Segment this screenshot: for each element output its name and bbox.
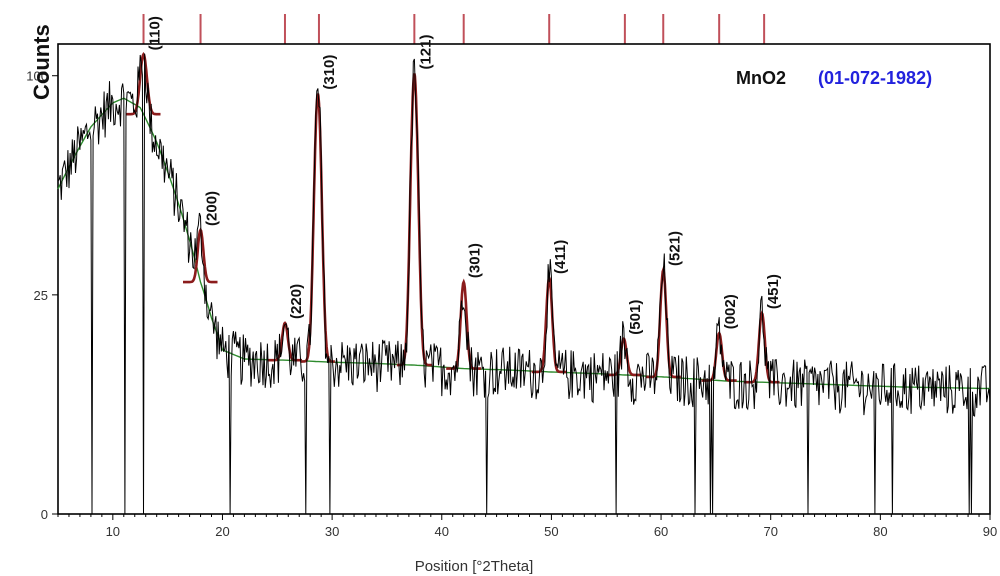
peak-label: (110) [147, 16, 164, 50]
peak-label: (501) [627, 300, 644, 335]
chart-title: MnO2 [736, 68, 786, 88]
measured-pattern [57, 53, 991, 515]
peak-label: (121) [417, 35, 434, 70]
peak-profile [446, 278, 482, 370]
peak-profile [396, 73, 432, 367]
axes: 10 20 30 40 50 60 70 80 90 0 25 100 [26, 69, 997, 539]
peak-profile [126, 52, 161, 116]
x-axis-title: Position [°2Theta] [415, 558, 534, 575]
peak-profile [701, 331, 737, 382]
x-tick-label: 70 [763, 524, 777, 539]
reference-code: (01-072-1982) [818, 68, 932, 88]
peak-profile [300, 93, 335, 363]
plot-frame [57, 43, 991, 515]
x-tick-label: 90 [983, 524, 997, 539]
peak-label: (521) [666, 231, 683, 266]
x-tick-label: 20 [215, 524, 229, 539]
peak-label: (310) [321, 55, 338, 90]
peak-label: (200) [204, 191, 221, 226]
peak-label: (002) [722, 294, 739, 329]
y-tick-label: 25 [34, 288, 48, 303]
peak-profile [183, 227, 218, 284]
x-tick-label: 10 [106, 524, 120, 539]
x-tick-label: 30 [325, 524, 339, 539]
peak-layer [126, 52, 780, 384]
peak-label: (301) [467, 243, 484, 278]
y-tick-label: 0 [41, 507, 48, 522]
peak-label: (451) [765, 274, 782, 309]
peak-labels: (110) (200) (220) (310) (121) (301) (411) (501)… [147, 16, 782, 335]
y-tick-label: 100 [26, 69, 48, 84]
x-tick-label: 80 [873, 524, 887, 539]
data-layer [57, 53, 991, 515]
peak-label: (220) [288, 284, 305, 319]
y-axis-title: Counts [29, 24, 54, 100]
x-tick-label: 50 [544, 524, 558, 539]
x-tick-label: 40 [435, 524, 449, 539]
reference-lines [142, 14, 766, 44]
x-tick-label: 60 [654, 524, 668, 539]
peak-label: (411) [552, 240, 569, 274]
